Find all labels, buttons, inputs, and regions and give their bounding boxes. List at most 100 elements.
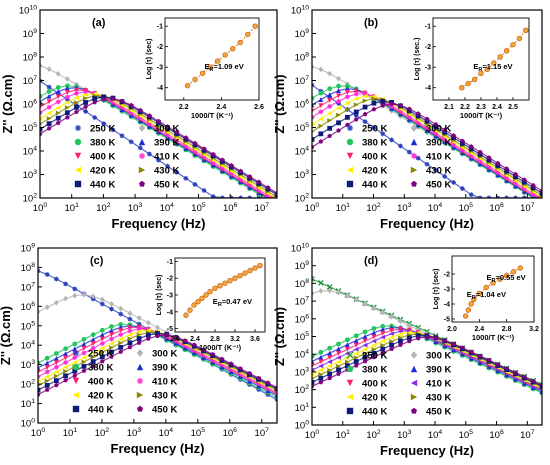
data-point [344,346,350,352]
x-tick-label: 106 [489,202,504,214]
data-point [477,353,483,358]
inset-data-point [214,58,221,64]
data-point [53,351,59,356]
x-tick-label: 102 [366,429,381,441]
inset-data-point [497,276,503,282]
legend-marker [74,152,82,160]
x-tick-label: 103 [127,427,142,439]
inset-x-tick-label: 2.0 [447,326,457,333]
inset-data-point [232,275,238,281]
y-tick-label: 108 [295,52,310,64]
legend-marker [346,379,354,387]
data-point [64,86,70,91]
data-point [318,131,324,137]
x-tick-label: 107 [520,429,535,441]
legend-label: 420 K [88,391,113,402]
data-point [192,182,198,187]
data-point [63,351,68,357]
data-point [336,83,341,89]
inset-data-point [471,76,478,83]
data-point [201,347,206,352]
x-tick-label: 101 [336,429,351,441]
data-point [336,289,341,296]
inset-y-tick-label: -1 [167,259,173,266]
data-point [495,160,501,166]
data-point [99,301,105,307]
data-point [53,378,59,384]
data-point [63,281,68,287]
legend-label: 380 K [362,138,387,149]
y-tick-label: 103 [295,366,310,378]
data-point [173,334,179,339]
data-point [362,346,368,352]
data-point [146,151,152,157]
inset-x-tick-label: 2.1 [444,104,454,111]
y-tick-label: 103 [295,169,310,181]
data-point [353,346,359,352]
inset-y-axis-label: Log (τ) (sec.) [414,38,421,81]
data-point [398,143,403,149]
data-point [468,152,474,158]
inset-data-point [252,265,258,271]
data-point [210,351,215,357]
data-point [145,319,151,326]
inset-x-tick-label: 2.2 [460,104,470,111]
data-point [433,122,439,127]
legend-label: 410 K [426,379,451,390]
inset-x-tick-label: 2.8 [210,336,220,343]
data-point [99,296,105,303]
legend-marker [72,377,80,385]
panel-label: (a) [92,17,106,29]
data-point [137,115,143,121]
data-point [353,351,359,356]
data-point [109,332,114,337]
inset-data-point [212,285,218,291]
data-point [145,332,151,338]
legend-label: 380 K [90,138,115,149]
x-tick-label: 101 [65,202,80,214]
data-point [312,290,315,297]
data-point [109,306,114,312]
data-point [398,108,403,114]
data-point [46,93,52,99]
data-point [513,370,518,375]
data-point [99,332,105,338]
data-point [312,363,315,369]
data-point [415,335,421,341]
inset-data-point [503,48,510,54]
data-point [468,192,474,198]
data-point [63,373,68,379]
data-point [371,100,377,106]
activation-energy-label: ER=1.04 eV [467,290,506,301]
inset-data-point [483,284,489,291]
legend-label: 300 K [152,349,177,360]
data-point [344,107,350,113]
data-point [44,355,50,361]
data-point [389,137,395,143]
x-tick-label: 106 [223,427,238,439]
data-point [128,102,134,108]
legend-marker [411,180,417,187]
legend-marker [136,363,144,371]
x-tick-label: 107 [255,427,270,439]
data-point [380,131,386,137]
legend-label: 410 K [426,152,451,163]
data-point [72,355,78,361]
legend-label: 250 K [90,124,115,135]
data-point [318,116,324,122]
data-point [451,135,456,141]
data-point [327,350,333,356]
data-point [55,105,61,111]
data-point [353,102,359,108]
data-point [468,146,474,152]
data-point [389,338,395,344]
data-point [53,356,59,361]
data-point [109,336,114,342]
data-point [238,168,243,173]
inset-data-point [478,70,484,77]
inset-data-point [510,41,516,48]
data-point [72,341,78,347]
data-point [72,368,78,374]
data-point [312,63,315,70]
